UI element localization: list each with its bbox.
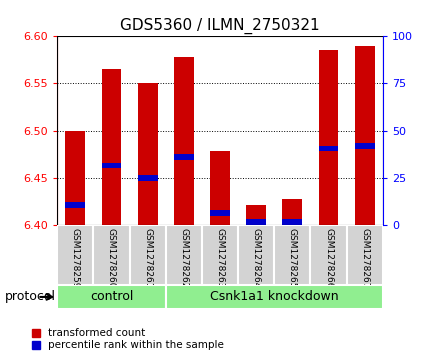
Bar [66,131,85,225]
Bar [174,154,194,160]
Bar [138,175,158,181]
Bar [238,225,274,285]
Bar [102,69,121,225]
Bar [246,219,266,225]
Text: GSM1278264: GSM1278264 [252,228,260,289]
Bar [282,219,302,225]
Bar [57,225,93,285]
Text: GSM1278267: GSM1278267 [360,228,369,289]
Bar [282,199,302,225]
Text: GSM1278263: GSM1278263 [216,228,224,289]
Text: GSM1278265: GSM1278265 [288,228,297,289]
Title: GDS5360 / ILMN_2750321: GDS5360 / ILMN_2750321 [120,17,320,33]
Bar [93,225,129,285]
Bar [174,57,194,225]
Text: GSM1278262: GSM1278262 [180,228,188,289]
Bar [202,225,238,285]
Text: GSM1278266: GSM1278266 [324,228,333,289]
Bar [210,151,230,225]
Bar [355,46,375,225]
Bar [246,205,266,225]
Legend: transformed count, percentile rank within the sample: transformed count, percentile rank withi… [32,328,224,350]
Bar [102,163,121,168]
Text: GSM1278260: GSM1278260 [107,228,116,289]
Bar [355,143,375,148]
Bar [274,225,311,285]
Text: GSM1278259: GSM1278259 [71,228,80,289]
Bar [319,50,338,225]
Text: protocol: protocol [4,290,55,303]
Bar [166,285,383,309]
Bar [166,225,202,285]
Bar [210,210,230,216]
Text: Csnk1a1 knockdown: Csnk1a1 knockdown [210,290,338,303]
Text: GSM1278261: GSM1278261 [143,228,152,289]
Bar [129,225,166,285]
Bar [138,83,158,225]
Bar [319,146,338,151]
Text: control: control [90,290,133,303]
Bar [311,225,347,285]
Bar [57,285,166,309]
Bar [347,225,383,285]
Bar [66,203,85,208]
